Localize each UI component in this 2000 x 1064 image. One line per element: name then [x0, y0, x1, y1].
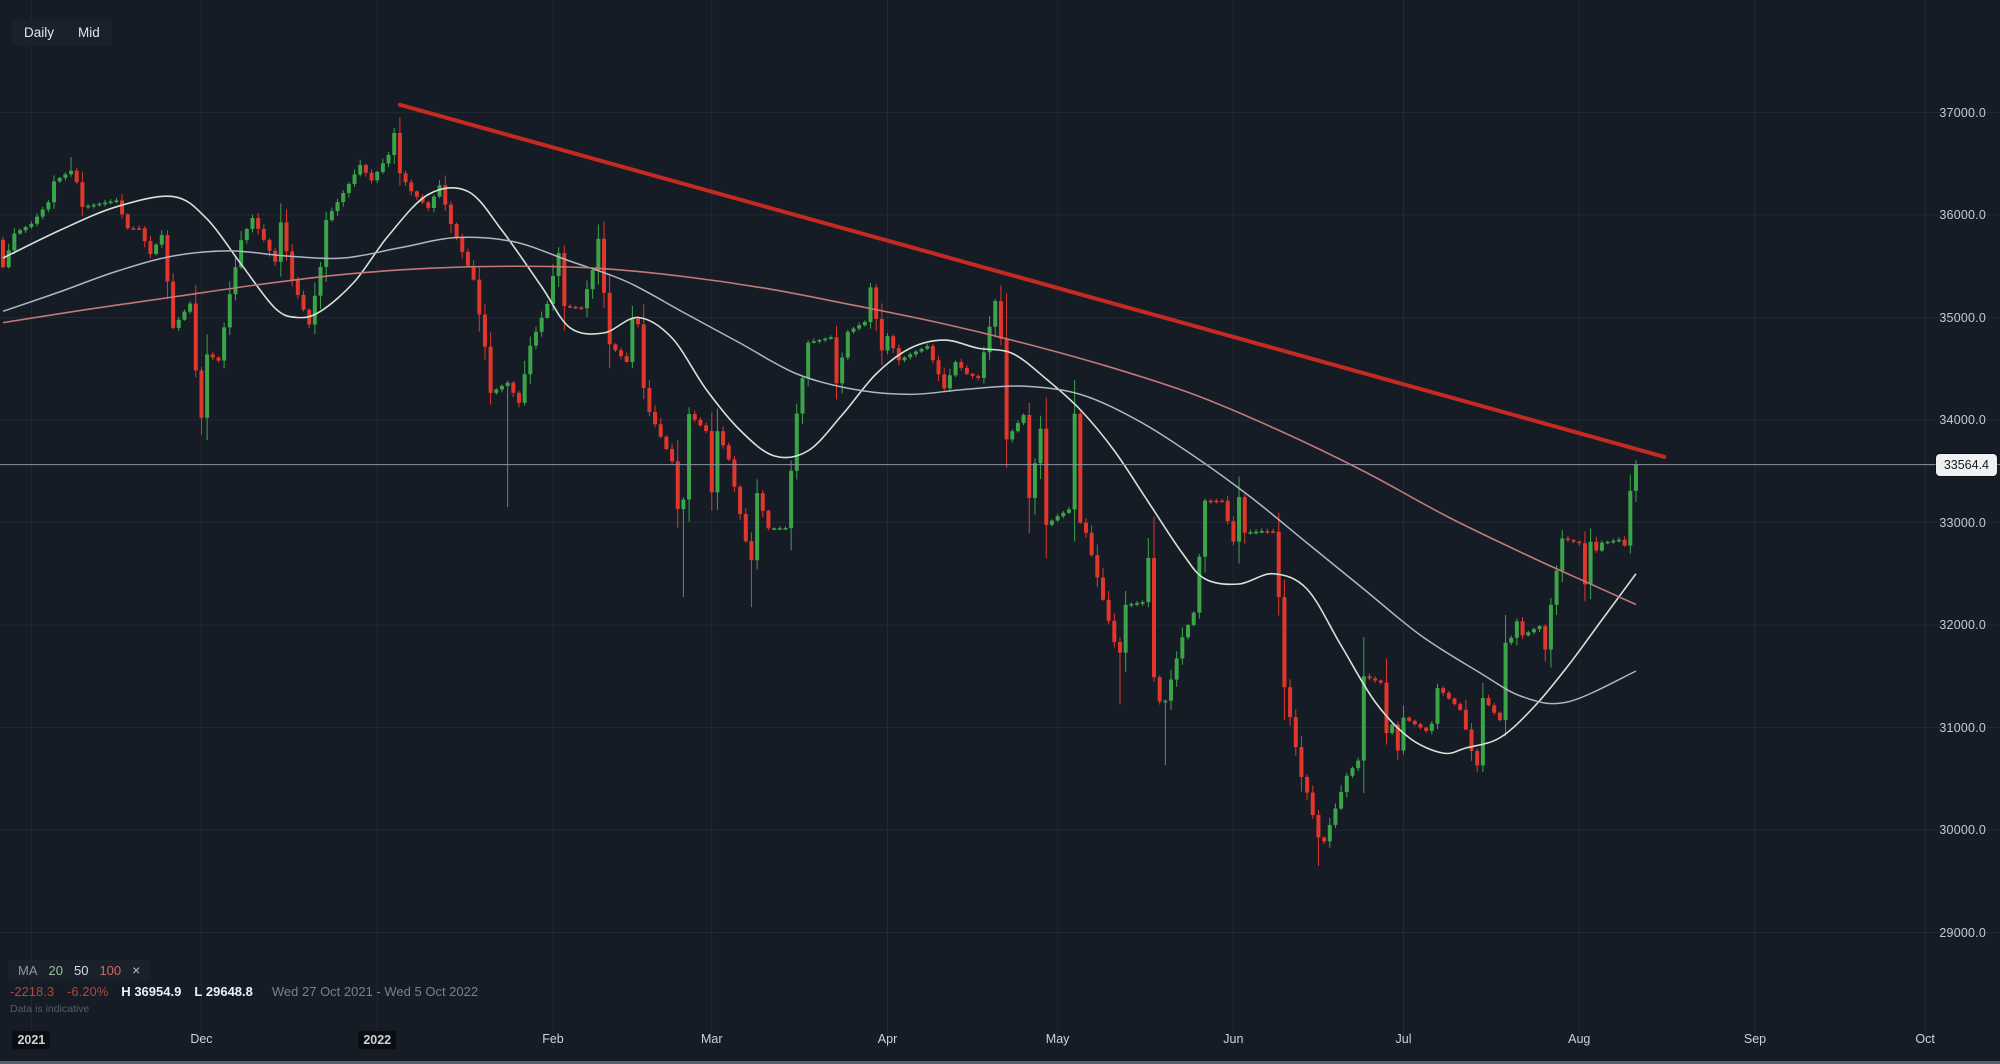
current-price-label: 33564.4 [1935, 453, 1997, 476]
price-type-button[interactable]: Mid [67, 20, 111, 45]
horizontal-scrollbar[interactable] [0, 1061, 2000, 1064]
time-axis-label: Feb [542, 1032, 564, 1046]
time-axis-label: Jun [1223, 1032, 1244, 1046]
ma-periods: 20 50 100 [49, 963, 122, 978]
price-axis-label: 35000.0 [1939, 310, 1986, 325]
time-axis-label: Jul [1395, 1032, 1412, 1046]
time-axis-label: Dec [190, 1032, 213, 1046]
time-axis-label: Mar [700, 1032, 723, 1046]
price-axis-label: 29000.0 [1939, 925, 1986, 940]
price-axis-label: 36000.0 [1939, 208, 1986, 222]
ma-100-line [2, 265, 1637, 606]
price-axis-label: 33000.0 [1939, 515, 1986, 530]
remove-indicator-icon[interactable]: × [132, 962, 141, 978]
trendline[interactable] [397, 102, 1667, 459]
time-axis-label: May [1045, 1032, 1070, 1046]
candles [1, 117, 1638, 866]
change-value: -2218.3 [10, 984, 55, 999]
ma-indicator-legend: MA 20 50 100 × [8, 960, 151, 981]
time-axis-label: 2022 [358, 1031, 397, 1049]
time-axis-label: Apr [877, 1032, 898, 1046]
time-axis-label: Oct [1915, 1032, 1935, 1046]
change-percent: -6.20% [67, 984, 109, 999]
price-axis-label: 34000.0 [1939, 413, 1986, 427]
ma-period-50[interactable]: 50 [73, 963, 89, 978]
ma-period-20[interactable]: 20 [48, 963, 63, 978]
price-axis-label: 37000.0 [1939, 105, 1986, 120]
data-indicative-note: Data is indicative [10, 1003, 90, 1015]
high-stat: H 36954.9 [121, 984, 182, 999]
price-axis-label: 31000.0 [1939, 720, 1986, 735]
time-axis-label: 2021 [12, 1031, 51, 1049]
ma-50-line [2, 236, 1637, 705]
ma-indicator-name: MA [18, 963, 38, 978]
timeframe-button[interactable]: Daily [13, 20, 65, 45]
date-range: Wed 27 Oct 2021 - Wed 5 Oct 2022 [271, 984, 479, 999]
time-axis-label: Aug [1568, 1032, 1591, 1046]
low-stat: L 29648.8 [194, 984, 253, 999]
time-axis-label: Sep [1743, 1032, 1767, 1046]
stats-row: -2218.3 -6.20% H 36954.9 L 29648.8 Wed 2… [10, 984, 478, 999]
price-axis-label: 32000.0 [1939, 618, 1986, 632]
chart-toolbar: Daily Mid [12, 19, 112, 46]
ma-period-100[interactable]: 100 [99, 963, 122, 978]
price-axis-label: 30000.0 [1939, 823, 1986, 837]
